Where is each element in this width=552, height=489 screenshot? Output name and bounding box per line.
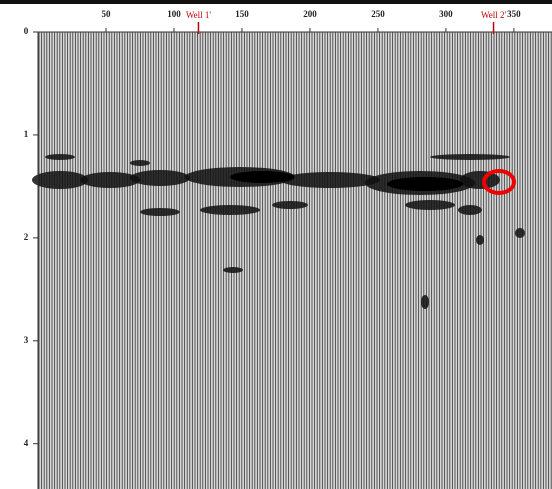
chart: 50 100 150 200 250 300 350 0 1 2 3 4 Well 1' Well 2' xyxy=(0,0,552,489)
plot-area xyxy=(38,32,552,489)
anomaly xyxy=(45,154,75,160)
top-bar xyxy=(0,0,552,4)
y-tick-label: 1 xyxy=(24,129,29,139)
anomaly xyxy=(200,205,260,215)
x-tick-label: 250 xyxy=(371,9,385,19)
well-label: Well 1' xyxy=(186,10,212,20)
anomaly xyxy=(32,171,88,189)
anomaly xyxy=(140,208,180,216)
y-tick-label: 2 xyxy=(24,232,29,242)
well-label: Well 2' xyxy=(481,10,507,20)
anomaly xyxy=(458,205,482,215)
anomaly xyxy=(130,170,190,186)
anomaly xyxy=(515,228,525,238)
anomaly xyxy=(421,295,429,309)
x-tick-label: 100 xyxy=(167,9,181,19)
anomaly xyxy=(230,171,294,183)
anomaly xyxy=(272,201,308,209)
x-tick-label: 350 xyxy=(507,9,521,19)
x-tick-label: 200 xyxy=(303,9,317,19)
y-tick-label: 0 xyxy=(24,26,29,36)
anomaly xyxy=(476,235,484,245)
x-tick-label: 50 xyxy=(101,9,111,19)
anomaly xyxy=(280,172,380,188)
anomaly xyxy=(460,171,500,189)
anomaly xyxy=(223,267,243,273)
anomaly xyxy=(387,177,463,191)
anomaly xyxy=(430,154,510,160)
x-tick-label: 300 xyxy=(439,9,453,19)
y-tick-label: 4 xyxy=(24,438,29,448)
anomaly xyxy=(405,200,455,210)
x-tick-label: 150 xyxy=(235,9,249,19)
anomaly xyxy=(130,160,150,166)
y-tick-label: 3 xyxy=(24,335,29,345)
